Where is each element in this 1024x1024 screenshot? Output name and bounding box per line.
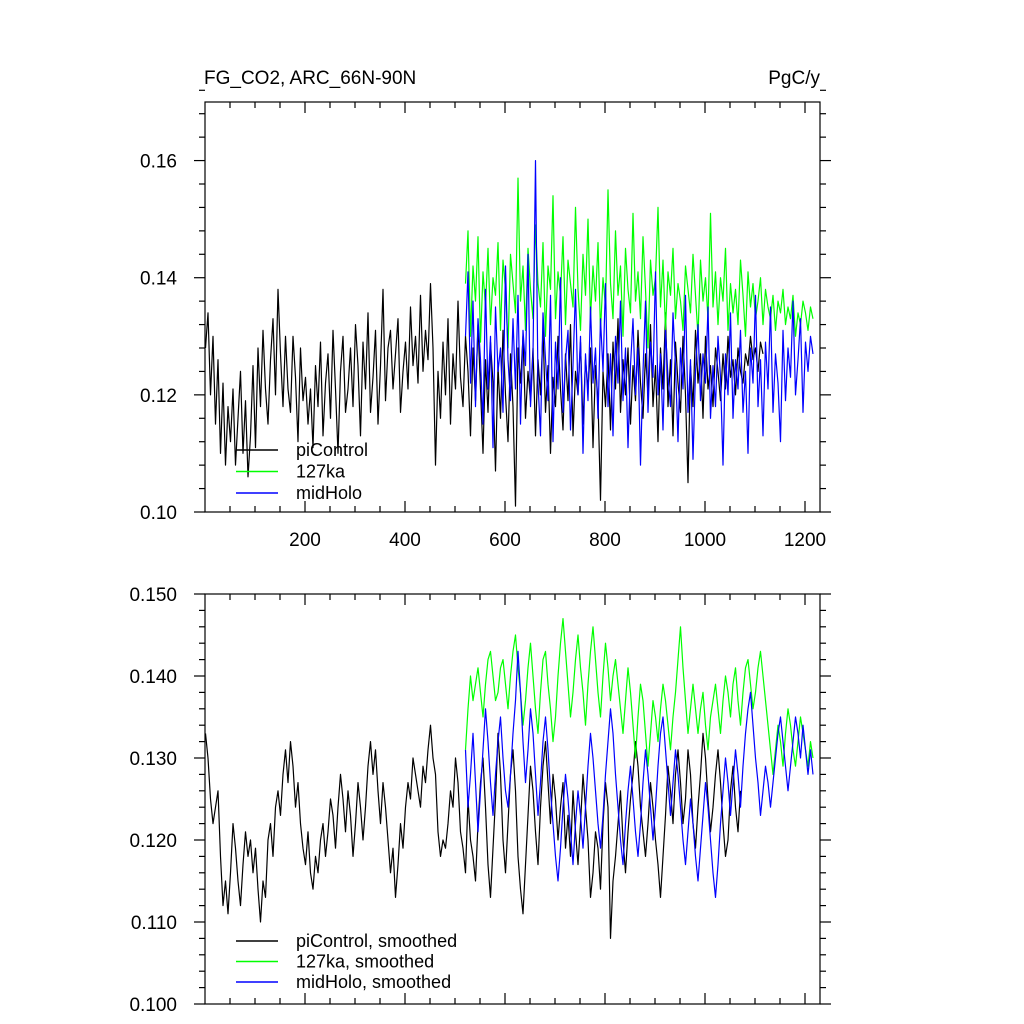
- top-panel-title: FG_CO2, ARC_66N-90N: [204, 68, 416, 89]
- x-tick-label: 200: [289, 530, 321, 551]
- y-tick-label: 0.110: [131, 913, 177, 934]
- x-tick-label: 1000: [684, 530, 726, 551]
- top-panel-tick-layer: 200 400 600 800 1000 1200 0.10 0.12 0.14 0.16: [140, 89, 831, 551]
- y-tick-label: 0.14: [140, 269, 177, 290]
- x-tick-label: 800: [589, 530, 621, 551]
- legend-label: piControl: [296, 440, 368, 460]
- legend-label: 127ka, smoothed: [296, 952, 434, 972]
- series-line-midholo: [464, 160, 814, 466]
- legend-label: midHolo: [296, 483, 362, 503]
- y-tick-label: 0.130: [129, 749, 177, 770]
- legend-label: 127ka: [296, 462, 346, 482]
- series-line-127ka-smoothed: [464, 617, 814, 776]
- series-line-picontrol: [204, 283, 764, 507]
- y-tick-label: 0.120: [129, 831, 177, 852]
- top-panel-units: PgC/y: [768, 68, 820, 89]
- series-line-midholo-smoothed: [464, 650, 814, 899]
- bottom-panel-frame: [204, 593, 821, 1005]
- legend-label: piControl, smoothed: [296, 931, 457, 951]
- bottom-panel-tick-layer: 0.100 0.110 0.120 0.130 0.140 0.150: [129, 585, 831, 1016]
- bottom-panel: 0.100 0.110 0.120 0.130 0.140 0.150 piControl…: [129, 585, 831, 1016]
- top-panel-series-layer: [204, 160, 814, 507]
- y-tick-label: 0.140: [129, 667, 177, 688]
- x-tick-label: 400: [389, 530, 421, 551]
- top-panel: FG_CO2, ARC_66N-90N PgC/y 200 400 600 800 10…: [140, 68, 831, 551]
- x-tick-label: 600: [489, 530, 521, 551]
- y-tick-label: 0.150: [129, 585, 177, 606]
- x-tick-label: 1200: [784, 530, 826, 551]
- bottom-panel-series-layer: [204, 617, 814, 940]
- legend-label: midHolo, smoothed: [296, 972, 451, 992]
- y-tick-label: 0.10: [140, 503, 177, 524]
- y-tick-label: 0.100: [129, 995, 177, 1016]
- y-tick-label: 0.12: [140, 386, 177, 407]
- y-tick-label: 0.16: [140, 152, 177, 173]
- top-panel-frame: [204, 101, 821, 513]
- series-line-picontrol-smoothed: [204, 724, 742, 940]
